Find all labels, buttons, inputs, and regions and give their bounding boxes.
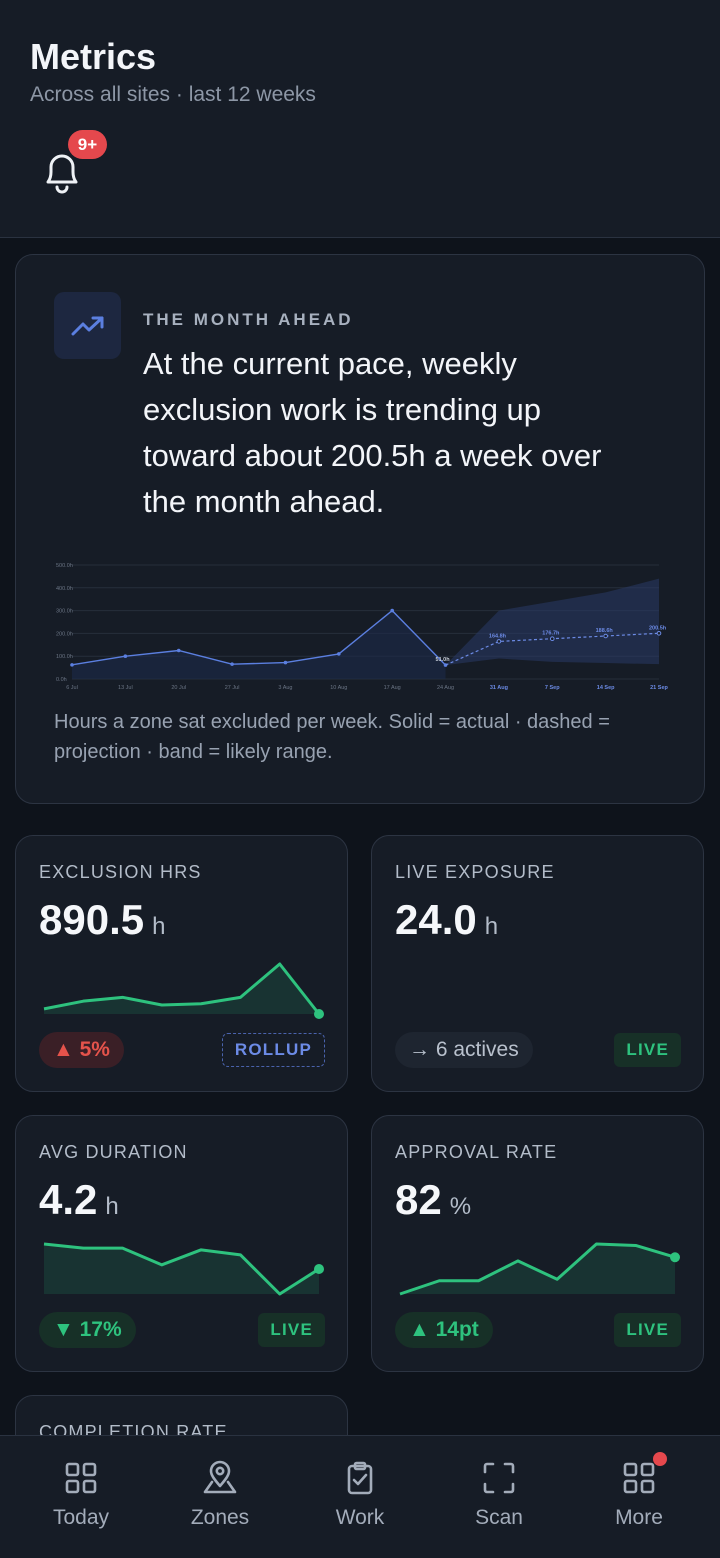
projection-point: [603, 633, 608, 639]
actives-badge: → 6 actives: [395, 1032, 533, 1068]
x-tick-label: 6 Jul: [66, 685, 78, 691]
apps-icon: [623, 1462, 655, 1494]
forecast-chart: 0.0h 100.0h 200.0h 300.0h 400.0h 500.0h 51.0h 1…: [56, 563, 669, 691]
sparkline-area: [44, 1244, 319, 1294]
tab-label: Today: [52, 1506, 110, 1529]
y-tick-label: 0.0h: [56, 677, 67, 683]
delta-badge: ▲ 14pt: [395, 1312, 493, 1348]
bell-icon[interactable]: [42, 150, 82, 194]
live-tag: LIVE: [258, 1313, 325, 1347]
actual-point: [70, 663, 74, 667]
x-tick-label: 27 Jul: [225, 685, 240, 691]
tab-scan[interactable]: Scan: [427, 1436, 571, 1558]
actual-point: [337, 652, 341, 656]
sparkline-end-dot: [670, 1252, 680, 1263]
kpi-value: 4.2 h: [39, 1176, 119, 1223]
x-tick-label: 3 Aug: [278, 685, 292, 691]
x-tick-label: 7 Sep: [545, 685, 560, 691]
x-tick-label: 14 Sep: [597, 685, 615, 691]
sparkline-line: [43, 1242, 320, 1296]
sparkline-end-dot: [314, 1264, 324, 1274]
actual-point: [283, 660, 288, 665]
kpi-label: AVG DURATION: [39, 1142, 188, 1162]
scan-icon: [483, 1462, 515, 1494]
projection-band: [445, 578, 659, 666]
page-subtitle: Across all sites · last 12 weeks: [30, 83, 316, 106]
projection-point: [549, 636, 555, 642]
projection-point: [496, 639, 502, 644]
delta-badge: ▲ 5%: [39, 1032, 124, 1068]
kpi-value: 890.5 h: [39, 896, 166, 943]
tab-more[interactable]: More: [567, 1436, 711, 1558]
y-tick-label: 400.0h: [56, 586, 73, 592]
tab-zones[interactable]: Zones: [148, 1436, 292, 1558]
sparkline-area: [44, 964, 319, 1014]
x-tick-label: 20 Jul: [171, 685, 186, 691]
forecast-caption: Hours a zone sat excluded per week. Soli…: [54, 711, 610, 763]
x-tick-label: 17 Aug: [384, 685, 401, 691]
more-notification-dot: [653, 1452, 667, 1466]
actual-point: [176, 648, 181, 653]
data-label: 164.8h: [489, 633, 507, 639]
x-tick-label: 24 Aug: [437, 685, 454, 691]
actual-point: [390, 608, 394, 613]
tab-label: More: [615, 1506, 663, 1529]
live-tag: LIVE: [614, 1033, 681, 1067]
kpi-card-live-exposure[interactable]: LIVE EXPOSURE 24.0 h → 6 actives LIVE: [371, 835, 704, 1092]
kpi-value: 82%: [395, 1176, 472, 1223]
kpi-card-avg-duration[interactable]: AVG DURATION 4.2 h ▼ 17% LIVE: [15, 1115, 348, 1372]
y-tick-label: 500.0h: [56, 563, 73, 569]
notification-badge: 9+: [68, 130, 107, 159]
kpi-value: 24.0 h: [395, 896, 499, 943]
actual-point: [230, 662, 234, 666]
bottom-tab-bar: Today Zones Work Scan More: [0, 1435, 720, 1558]
x-tick-label: 10 Aug: [330, 685, 347, 691]
sparkline: [399, 1242, 680, 1296]
forecast-card[interactable]: THE MONTH AHEAD At the current pace, wee…: [15, 254, 705, 804]
kpi-card-exclusion-hrs[interactable]: EXCLUSION HRS 890.5 h ▲ 5% ROLLUP: [15, 835, 348, 1092]
kpi-label: APPROVAL RATE: [395, 1142, 558, 1162]
page-title: Metrics: [30, 36, 157, 77]
x-tick-label: 13 Jul: [118, 685, 133, 691]
tab-work[interactable]: Work: [288, 1436, 432, 1558]
sparkline-line: [43, 962, 321, 1015]
data-label: 188.6h: [596, 628, 614, 634]
actual-line: [71, 609, 447, 666]
tab-label: Scan: [475, 1506, 523, 1529]
actual-area: [72, 610, 446, 679]
y-tick-label: 200.0h: [56, 631, 73, 637]
kpi-card-approval-rate[interactable]: APPROVAL RATE 82% ▲ 14pt LIVE: [371, 1115, 704, 1372]
y-tick-label: 300.0h: [56, 609, 73, 615]
tab-label: Work: [335, 1506, 385, 1529]
data-label: 51.0h: [436, 657, 451, 663]
x-tick-label: 31 Aug: [490, 685, 508, 691]
kpi-label: LIVE EXPOSURE: [395, 862, 555, 882]
forecast-headline: At the current pace, weekly exclusion wo…: [143, 346, 602, 519]
live-tag: LIVE: [614, 1313, 681, 1347]
tab-today[interactable]: Today: [9, 1436, 153, 1558]
rollup-tag: ROLLUP: [221, 1033, 325, 1067]
projection-point: [656, 630, 662, 636]
trending-up-icon: [54, 292, 121, 359]
tab-label: Zones: [190, 1506, 250, 1529]
map-pin-icon: [203, 1460, 237, 1494]
forecast-eyebrow: THE MONTH AHEAD: [143, 310, 354, 329]
page-header: Metrics Across all sites · last 12 weeks…: [0, 0, 720, 238]
actual-point: [123, 654, 128, 658]
x-tick-label: 21 Sep: [650, 685, 668, 691]
data-label: 176.7h: [542, 631, 560, 637]
sparkline: [43, 1242, 324, 1296]
clipboard-check-icon: [347, 1461, 373, 1495]
sparkline: [43, 962, 324, 1019]
y-tick-label: 100.0h: [56, 654, 73, 660]
data-label: 200.5h: [649, 625, 667, 631]
grid-icon: [65, 1462, 97, 1494]
sparkline-end-dot: [314, 1009, 324, 1019]
sparkline-line: [399, 1242, 676, 1296]
kpi-label: EXCLUSION HRS: [39, 862, 202, 882]
delta-badge: ▼ 17%: [39, 1312, 136, 1348]
